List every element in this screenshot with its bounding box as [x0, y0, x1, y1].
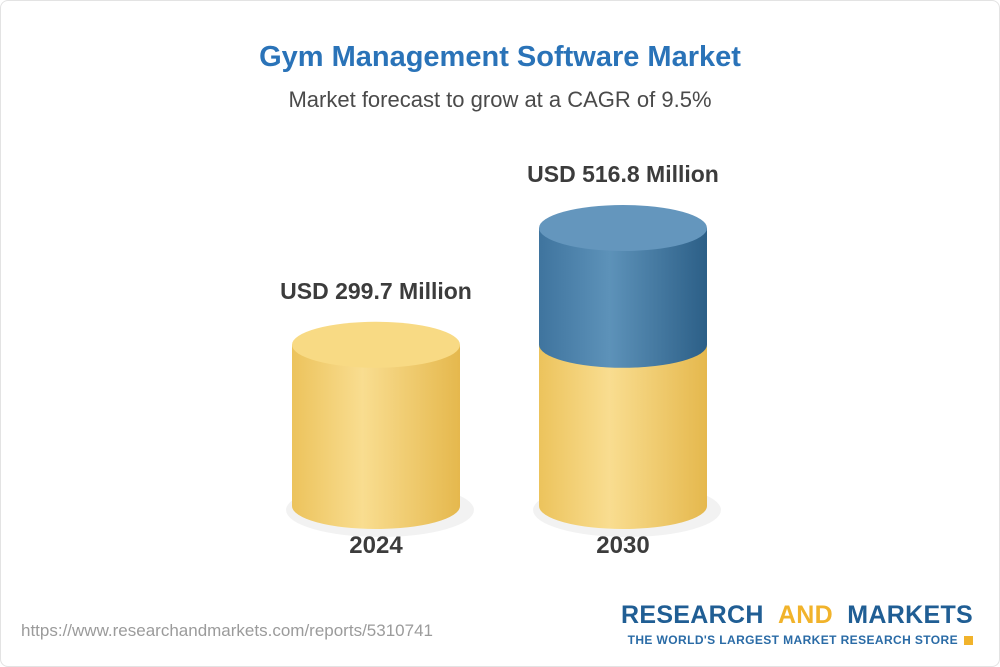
cylinder-2030-growth-body — [539, 228, 707, 368]
value-label-2024: USD 299.7 Million — [280, 277, 472, 304]
brand-logo: RESEARCH AND MARKETS THE WORLD'S LARGEST… — [621, 601, 973, 647]
chart-title: Gym Management Software Market — [259, 41, 741, 73]
cylinder-2024-top — [292, 321, 460, 368]
brand-logo-text: RESEARCH AND MARKETS — [621, 601, 973, 630]
gold-square-icon — [964, 635, 973, 645]
brand-tagline: THE WORLD'S LARGEST MARKET RESEARCH STOR… — [627, 633, 958, 647]
axis-label-2030: 2030 — [596, 532, 650, 559]
chart-subtitle: Market forecast to grow at a CAGR of 9.5… — [288, 87, 712, 112]
logo-word-markets: MARKETS — [847, 601, 973, 629]
brand-tagline-row: THE WORLD'S LARGEST MARKET RESEARCH STOR… — [621, 633, 973, 647]
logo-word-and: AND — [777, 601, 834, 629]
cylinder-2030-top — [539, 205, 707, 251]
value-label-2030: USD 516.8 Million — [527, 161, 719, 187]
report-url[interactable]: https://www.researchandmarkets.com/repor… — [21, 621, 433, 640]
logo-word-research: RESEARCH — [621, 601, 764, 629]
cylinder-2030-base-body — [539, 344, 707, 529]
axis-label-2024: 2024 — [349, 532, 403, 559]
cylinder-2024-body — [292, 344, 460, 529]
